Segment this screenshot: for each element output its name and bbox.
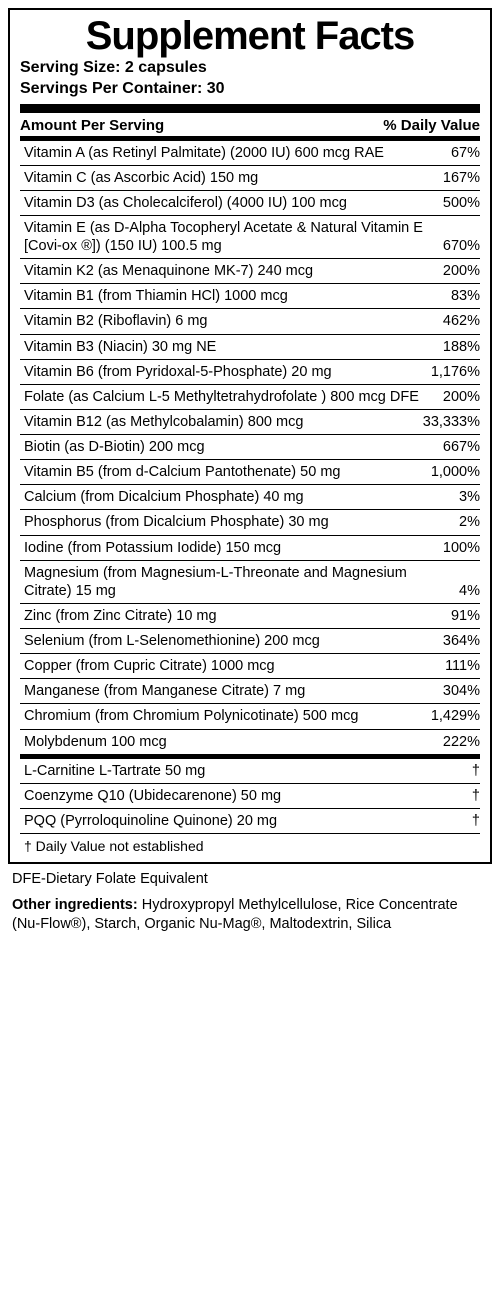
table-row: Vitamin B6 (from Pyridoxal-5-Phosphate) …: [20, 359, 480, 384]
nutrient-dv: 2%: [459, 513, 480, 531]
nutrient-dv: 3%: [459, 488, 480, 506]
table-row: Biotin (as D-Biotin) 200 mcg667%: [20, 434, 480, 459]
nutrient-dv: 111%: [445, 657, 480, 675]
header-dv: % Daily Value: [383, 117, 480, 134]
nutrient-dv: 91%: [451, 607, 480, 625]
table-row: Magnesium (from Magnesium-L-Threonate an…: [20, 560, 480, 603]
table-row: Calcium (from Dicalcium Phosphate) 40 mg…: [20, 484, 480, 509]
nutrient-dv: 1,176%: [431, 363, 480, 381]
nutrient-dv: 667%: [443, 438, 480, 456]
nutrient-name: Vitamin B3 (Niacin) 30 mg NE: [24, 338, 443, 356]
table-row: L-Carnitine L-Tartrate 50 mg†: [20, 758, 480, 783]
table-row: Manganese (from Manganese Citrate) 7 mg3…: [20, 678, 480, 703]
nutrient-name: Calcium (from Dicalcium Phosphate) 40 mg: [24, 488, 459, 506]
table-row: Vitamin B1 (from Thiamin HCl) 1000 mcg83…: [20, 283, 480, 308]
nutrient-dv: †: [472, 812, 480, 830]
table-row: Phosphorus (from Dicalcium Phosphate) 30…: [20, 509, 480, 534]
table-row: Vitamin C (as Ascorbic Acid) 150 mg167%: [20, 165, 480, 190]
nutrient-name: Phosphorus (from Dicalcium Phosphate) 30…: [24, 513, 459, 531]
nutrient-name: Vitamin E (as D-Alpha Tocopheryl Acetate…: [24, 219, 443, 255]
nutrient-dv: 222%: [443, 733, 480, 751]
nutrient-dv: 188%: [443, 338, 480, 356]
nutrient-rows: Vitamin A (as Retinyl Palmitate) (2000 I…: [20, 140, 480, 754]
table-row: Vitamin B2 (Riboflavin) 6 mg462%: [20, 308, 480, 333]
nutrient-name: Manganese (from Manganese Citrate) 7 mg: [24, 682, 443, 700]
nutrient-name: Vitamin K2 (as Menaquinone MK-7) 240 mcg: [24, 262, 443, 280]
table-row: Chromium (from Chromium Polynicotinate) …: [20, 703, 480, 728]
nutrient-name: Folate (as Calcium L-5 Methyltetrahydrof…: [24, 388, 443, 406]
table-row: Zinc (from Zinc Citrate) 10 mg91%: [20, 603, 480, 628]
nutrient-dv: 670%: [443, 237, 480, 255]
nutrient-dv: 4%: [459, 582, 480, 600]
table-row: Vitamin B3 (Niacin) 30 mg NE188%: [20, 334, 480, 359]
nutrient-dv: 200%: [443, 388, 480, 406]
below-panel: DFE-Dietary Folate Equivalent Other ingr…: [8, 864, 492, 935]
nutrient-dv: 33,333%: [423, 413, 480, 431]
nutrient-name: PQQ (Pyrroloquinoline Quinone) 20 mg: [24, 812, 472, 830]
nutrient-rows-2: L-Carnitine L-Tartrate 50 mg†Coenzyme Q1…: [20, 758, 480, 833]
nutrient-name: Biotin (as D-Biotin) 200 mcg: [24, 438, 443, 456]
nutrient-dv: †: [472, 787, 480, 805]
nutrient-name: Vitamin A (as Retinyl Palmitate) (2000 I…: [24, 144, 451, 162]
table-row: Vitamin E (as D-Alpha Tocopheryl Acetate…: [20, 215, 480, 258]
nutrient-dv: 500%: [443, 194, 480, 212]
nutrient-name: Vitamin B12 (as Methylcobalamin) 800 mcg: [24, 413, 423, 431]
serving-size-label: Serving Size:: [20, 59, 125, 76]
nutrient-name: Molybdenum 100 mcg: [24, 733, 443, 751]
nutrient-name: Vitamin D3 (as Cholecalciferol) (4000 IU…: [24, 194, 443, 212]
serving-size: Serving Size: 2 capsules: [20, 58, 480, 79]
nutrient-name: Magnesium (from Magnesium-L-Threonate an…: [24, 564, 459, 600]
nutrient-dv: 1,429%: [431, 707, 480, 725]
servings-per-container: Servings Per Container: 30: [20, 79, 480, 100]
nutrient-dv: 462%: [443, 312, 480, 330]
nutrient-dv: 67%: [451, 144, 480, 162]
nutrient-name: Zinc (from Zinc Citrate) 10 mg: [24, 607, 451, 625]
nutrient-name: L-Carnitine L-Tartrate 50 mg: [24, 762, 472, 780]
nutrient-name: Iodine (from Potassium Iodide) 150 mcg: [24, 539, 443, 557]
table-row: Vitamin D3 (as Cholecalciferol) (4000 IU…: [20, 190, 480, 215]
other-ingredients: Other ingredients: Hydroxypropyl Methylc…: [12, 896, 488, 935]
table-row: Folate (as Calcium L-5 Methyltetrahydrof…: [20, 384, 480, 409]
nutrient-name: Vitamin B1 (from Thiamin HCl) 1000 mcg: [24, 287, 451, 305]
nutrient-name: Chromium (from Chromium Polynicotinate) …: [24, 707, 431, 725]
nutrient-name: Copper (from Cupric Citrate) 1000 mcg: [24, 657, 445, 675]
table-header: Amount Per Serving % Daily Value: [20, 113, 480, 136]
serving-size-value: 2 capsules: [125, 59, 207, 76]
nutrient-dv: 100%: [443, 539, 480, 557]
servings-per-value: 30: [207, 80, 225, 97]
nutrient-dv: 364%: [443, 632, 480, 650]
table-row: Vitamin K2 (as Menaquinone MK-7) 240 mcg…: [20, 258, 480, 283]
header-amount: Amount Per Serving: [20, 117, 164, 134]
dfe-note: DFE-Dietary Folate Equivalent: [12, 870, 488, 890]
title: Supplement Facts: [20, 16, 480, 56]
table-row: Molybdenum 100 mcg222%: [20, 729, 480, 754]
table-row: Selenium (from L-Selenomethionine) 200 m…: [20, 628, 480, 653]
nutrient-name: Coenzyme Q10 (Ubidecarenone) 50 mg: [24, 787, 472, 805]
table-row: Vitamin B12 (as Methylcobalamin) 800 mcg…: [20, 409, 480, 434]
nutrient-name: Vitamin B5 (from d-Calcium Pantothenate)…: [24, 463, 431, 481]
other-label: Other ingredients:: [12, 897, 142, 913]
nutrient-name: Vitamin B2 (Riboflavin) 6 mg: [24, 312, 443, 330]
table-row: Vitamin A (as Retinyl Palmitate) (2000 I…: [20, 140, 480, 165]
table-row: Coenzyme Q10 (Ubidecarenone) 50 mg†: [20, 783, 480, 808]
table-row: Copper (from Cupric Citrate) 1000 mcg111…: [20, 653, 480, 678]
table-row: Iodine (from Potassium Iodide) 150 mcg10…: [20, 535, 480, 560]
divider-thick: [20, 104, 480, 113]
nutrient-name: Selenium (from L-Selenomethionine) 200 m…: [24, 632, 443, 650]
nutrient-dv: 83%: [451, 287, 480, 305]
nutrient-name: Vitamin C (as Ascorbic Acid) 150 mg: [24, 169, 443, 187]
servings-per-label: Servings Per Container:: [20, 80, 207, 97]
nutrient-dv: 200%: [443, 262, 480, 280]
footnote: † Daily Value not established: [20, 833, 480, 856]
table-row: PQQ (Pyrroloquinoline Quinone) 20 mg†: [20, 808, 480, 833]
nutrient-name: Vitamin B6 (from Pyridoxal-5-Phosphate) …: [24, 363, 431, 381]
nutrient-dv: 167%: [443, 169, 480, 187]
nutrient-dv: 1,000%: [431, 463, 480, 481]
nutrient-dv: 304%: [443, 682, 480, 700]
nutrient-dv: †: [472, 762, 480, 780]
table-row: Vitamin B5 (from d-Calcium Pantothenate)…: [20, 459, 480, 484]
supplement-facts-panel: Supplement Facts Serving Size: 2 capsule…: [8, 8, 492, 864]
